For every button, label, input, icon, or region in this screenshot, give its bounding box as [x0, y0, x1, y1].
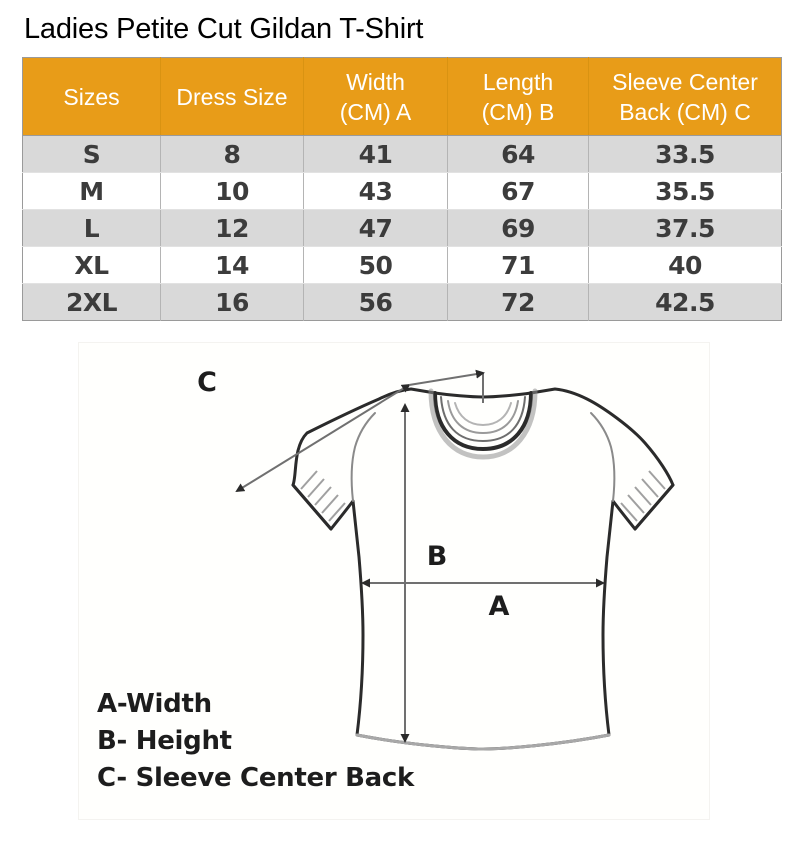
- hatch: [328, 502, 346, 522]
- cell-length: 67: [447, 172, 589, 210]
- table-row: L 12 47 69 37.5: [22, 209, 782, 247]
- cell-length: 64: [447, 135, 589, 173]
- measurement-label-b: B: [427, 541, 448, 572]
- cell-dress: 8: [160, 135, 304, 173]
- hatch: [648, 470, 666, 490]
- hatch: [634, 486, 652, 506]
- cell-width: 56: [303, 283, 448, 321]
- column-header-length-line1: Length: [482, 68, 554, 95]
- legend-item-a: A-Width: [97, 689, 212, 719]
- neckline-rib-1: [440, 396, 526, 442]
- measurement-label-a: A: [489, 591, 510, 622]
- neckline-shadow-band: [428, 388, 538, 460]
- table-body: S 8 41 64 33.5 M 10 43 67 35.5 L 12 47 6…: [22, 135, 782, 321]
- cell-width: 47: [303, 209, 448, 247]
- column-header-sleeve-center-back: Sleeve Center Back (CM) C: [588, 57, 782, 136]
- column-header-width: Width (CM) A: [303, 57, 448, 136]
- cell-dress: 12: [160, 209, 304, 247]
- cell-dress: 10: [160, 172, 304, 210]
- table-row: M 10 43 67 35.5: [22, 172, 782, 210]
- cell-length: 69: [447, 209, 589, 247]
- right-armhole-seam: [590, 412, 616, 502]
- column-header-dress-size: Dress Size: [160, 57, 304, 136]
- hatch: [300, 470, 318, 490]
- column-header-width-line2: (CM) A: [339, 98, 412, 125]
- measurement-a-callout: A: [361, 578, 605, 622]
- right-sleeve-cuff-line: [633, 483, 675, 531]
- cell-width: 50: [303, 246, 448, 284]
- cell-size: 2XL: [22, 283, 161, 321]
- cell-size: L: [22, 209, 161, 247]
- column-header-length: Length (CM) B: [447, 57, 589, 136]
- page-title: Ladies Petite Cut Gildan T-Shirt: [24, 13, 424, 45]
- cell-dress: 14: [160, 246, 304, 284]
- cell-sleeve: 40: [588, 246, 782, 284]
- column-header-sleeve-line1: Sleeve Center: [612, 68, 758, 95]
- cell-size: M: [22, 172, 161, 210]
- column-header-length-line2: (CM) B: [481, 98, 555, 125]
- measurement-diagram-panel: C B A: [78, 342, 710, 820]
- table-row: XL 14 50 71 40: [22, 246, 782, 284]
- measurement-c-callout: C: [197, 367, 485, 493]
- left-armhole-seam: [350, 412, 376, 502]
- table-header: Sizes Dress Size Width (CM) A Length (CM…: [22, 57, 782, 136]
- table-row: 2XL 16 56 72 42.5: [22, 283, 782, 321]
- legend-item-b: B- Height: [97, 726, 232, 756]
- measurement-label-c: C: [197, 367, 217, 398]
- legend-item-c: C- Sleeve Center Back: [97, 763, 414, 793]
- cell-dress: 16: [160, 283, 304, 321]
- measurement-legend: A-Width B- Height C- Sleeve Center Back: [97, 686, 497, 797]
- hatch: [627, 494, 645, 514]
- column-header-width-line1: Width: [346, 68, 405, 95]
- left-sleeve-cuff-line: [291, 483, 333, 531]
- cell-sleeve: 42.5: [588, 283, 782, 321]
- hatch: [321, 494, 339, 514]
- size-chart-table-container: Sizes Dress Size Width (CM) A Length (CM…: [22, 57, 782, 321]
- column-header-sizes-line1: Sizes: [63, 83, 120, 110]
- table-row: S 8 41 64 33.5: [22, 135, 782, 173]
- cell-width: 43: [303, 172, 448, 210]
- cell-sleeve: 33.5: [588, 135, 782, 173]
- measurement-c-arrow: [235, 383, 411, 493]
- hatch: [641, 478, 659, 498]
- cell-length: 71: [447, 246, 589, 284]
- size-chart-table: Sizes Dress Size Width (CM) A Length (CM…: [22, 57, 782, 321]
- cell-size: S: [22, 135, 161, 173]
- table-header-row: Sizes Dress Size Width (CM) A Length (CM…: [22, 57, 782, 136]
- measurement-b-callout: B: [400, 403, 448, 743]
- measurement-c-arrow-top: [408, 369, 485, 386]
- cell-size: XL: [22, 246, 161, 284]
- neckline-rib-2: [447, 400, 519, 434]
- neckline-rib-3: [454, 402, 512, 426]
- column-header-sizes: Sizes: [22, 57, 161, 136]
- tshirt-diagram-svg: C B A: [197, 367, 675, 751]
- cell-sleeve: 35.5: [588, 172, 782, 210]
- hatch: [307, 478, 325, 498]
- cell-sleeve: 37.5: [588, 209, 782, 247]
- neckline-outer: [433, 391, 533, 451]
- column-header-sleeve-line2: Back (CM) C: [619, 98, 751, 125]
- cell-length: 72: [447, 283, 589, 321]
- tshirt-body-outline: [291, 387, 675, 751]
- hatch: [314, 486, 332, 506]
- tshirt-icon: [291, 387, 675, 751]
- column-header-dress-size-line1: Dress Size: [176, 83, 288, 110]
- hatch: [620, 502, 638, 522]
- cell-width: 41: [303, 135, 448, 173]
